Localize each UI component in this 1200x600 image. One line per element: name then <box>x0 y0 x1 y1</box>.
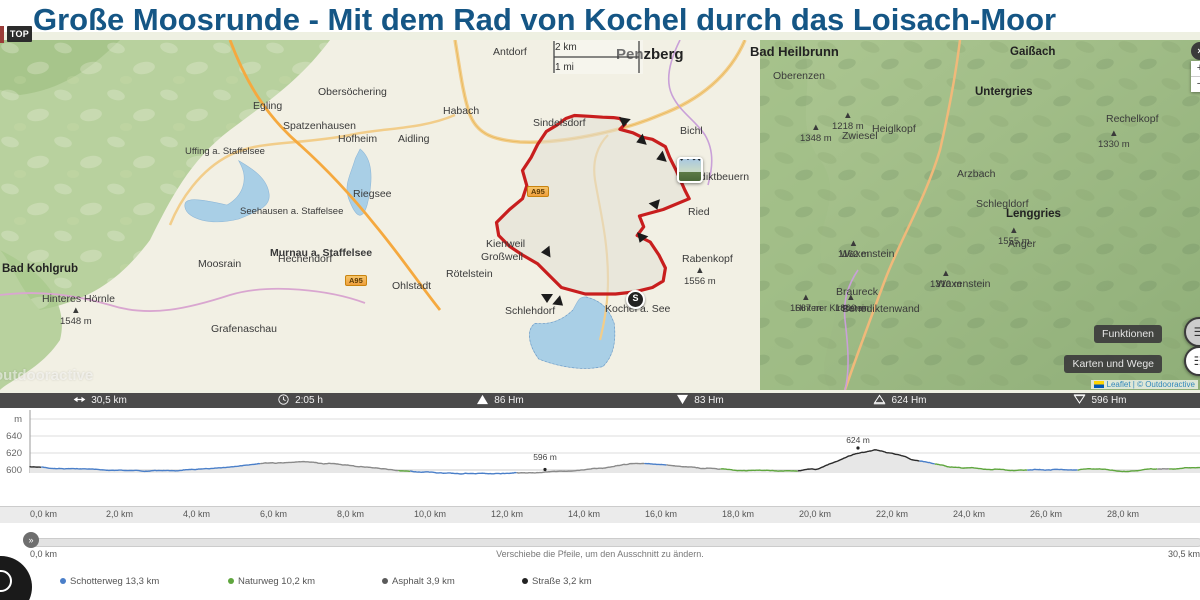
svg-text:620: 620 <box>6 448 22 459</box>
svg-text:2 km: 2 km <box>555 42 577 53</box>
svg-text:640: 640 <box>6 431 22 442</box>
svg-text:624 m: 624 m <box>846 435 870 445</box>
svg-text:m: m <box>14 414 22 425</box>
svg-text:1 mi: 1 mi <box>555 62 574 73</box>
svg-text:600: 600 <box>6 465 22 476</box>
svg-text:596 m: 596 m <box>533 452 557 462</box>
